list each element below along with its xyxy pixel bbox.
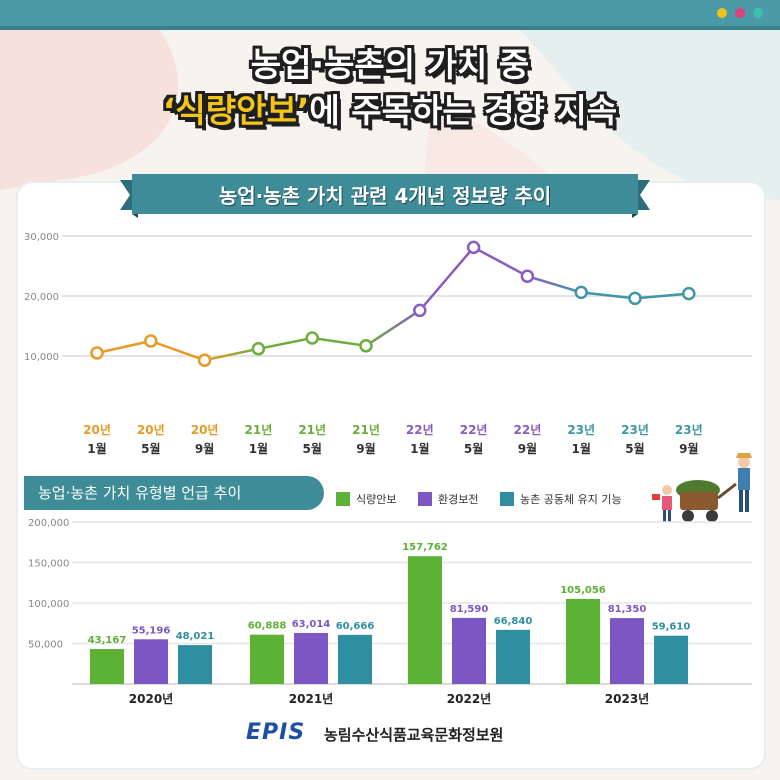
line-chart-point (197, 353, 212, 367)
line-chart-ytick: 10,000 (24, 352, 59, 363)
line-chart-xtick-year: 22년 (514, 423, 542, 437)
title-line-2-rest: 에 주목하는 경향 지속 (309, 91, 618, 130)
line-chart-xtick-month: 1월 (87, 441, 106, 456)
line-chart-segment (365, 309, 421, 347)
line-chart-xtick-year: 21년 (298, 423, 326, 437)
line-chart-xtick-month: 9월 (195, 441, 214, 456)
line-chart-segment (204, 347, 259, 362)
line-chart-segment (418, 246, 475, 312)
line-chart-xtick-month: 9월 (679, 441, 698, 456)
line-chart-point (90, 346, 104, 360)
title-highlight: ‘식량안보’ (162, 91, 310, 130)
top-bar (0, 0, 780, 26)
line-chart-xtick-month: 9월 (356, 441, 375, 456)
line-chart-xtick-year: 21년 (245, 423, 273, 437)
line-chart: 10,000 20,000 30,000 20년 1월 20년 5월 20년 9월 21년 1월 21… (24, 232, 752, 456)
line-chart-segment (258, 336, 313, 351)
line-chart-xtick-month: 5월 (625, 441, 644, 456)
line-chart-ytick: 20,000 (24, 292, 59, 303)
line-chart-xtick-year: 22년 (460, 423, 488, 437)
line-chart-point (251, 342, 266, 356)
line-chart-point (359, 339, 373, 353)
legend-swatch-green (336, 492, 350, 506)
legend-label-community: 농촌 공동체 유지 기능 (520, 493, 622, 506)
legend-label-food-security: 식량안보 (356, 493, 397, 506)
farmer-illustration (652, 453, 752, 522)
epis-logo: EPIS (246, 720, 306, 745)
title-line-1: 농업·농촌의 가치 중 (250, 45, 530, 84)
line-chart-point (305, 331, 319, 345)
line-chart-xtick-year: 20년 (83, 423, 111, 437)
line-chart-segment (634, 292, 689, 300)
legend-item-environment: 환경보전 (418, 490, 478, 508)
line-chart-xtick-year: 23년 (621, 423, 649, 437)
line-chart-point (682, 286, 696, 301)
line-chart-xtick-month: 5월 (141, 441, 160, 456)
line-chart-point (628, 291, 642, 306)
line-chart-point (466, 240, 481, 255)
legend-item-food-security: 식량안보 (336, 490, 396, 508)
line-chart-xtick-year: 20년 (137, 423, 165, 437)
legend-swatch-purple (418, 492, 432, 506)
line-chart-point (413, 303, 427, 318)
line-chart-xtick-month: 9월 (518, 441, 537, 456)
window-dot-yellow (717, 8, 727, 18)
line-chart-segment (150, 339, 206, 362)
line-chart-xtick-year: 20년 (191, 423, 219, 437)
legend-label-environment: 환경보전 (438, 493, 479, 506)
line-chart-point (574, 285, 588, 300)
line-chart-xtick-month: 1월 (410, 441, 429, 456)
line-chart-xtick-year: 22년 (406, 423, 434, 437)
line-chart-xtick-month: 5월 (464, 441, 483, 456)
line-chart-xtick-month: 1월 (249, 441, 268, 456)
bar-chart-title: 농업·농촌 가치 유형별 언급 추이 (24, 476, 324, 510)
title-line-2: ‘식량안보’에 주목하는 경향 지속 (0, 88, 780, 134)
organization-name: 농림수산식품교육문화정보원 (324, 726, 504, 744)
line-chart-xtick-month: 1월 (572, 441, 591, 456)
line-chart-segment (473, 246, 528, 278)
line-chart-xtick-year: 21년 (352, 423, 380, 437)
line-chart-xtick-year: 23년 (567, 423, 595, 437)
legend-item-community: 농촌 공동체 유지 기능 (500, 490, 622, 508)
line-chart-title: 농업·농촌 가치 관련 4개년 정보량 추이 (218, 184, 552, 208)
line-chart-segment (581, 291, 636, 300)
window-dot-pink (735, 8, 745, 18)
line-chart-point (144, 334, 158, 348)
line-chart-point (520, 269, 535, 283)
top-bar-underline (0, 26, 780, 30)
line-chart-segment (527, 275, 582, 294)
line-chart-segment (312, 336, 367, 348)
line-chart-xtick-month: 5월 (303, 441, 322, 456)
line-chart-ytick: 30,000 (24, 232, 59, 243)
window-dot-teal (753, 8, 763, 18)
page-title: 농업·농촌의 가치 중 ‘식량안보’에 주목하는 경향 지속 (0, 42, 780, 134)
line-chart-title-ribbon (120, 174, 650, 218)
line-chart-xtick-year: 23년 (675, 423, 703, 437)
line-chart-segment (96, 339, 152, 355)
legend-swatch-teal (500, 492, 514, 506)
